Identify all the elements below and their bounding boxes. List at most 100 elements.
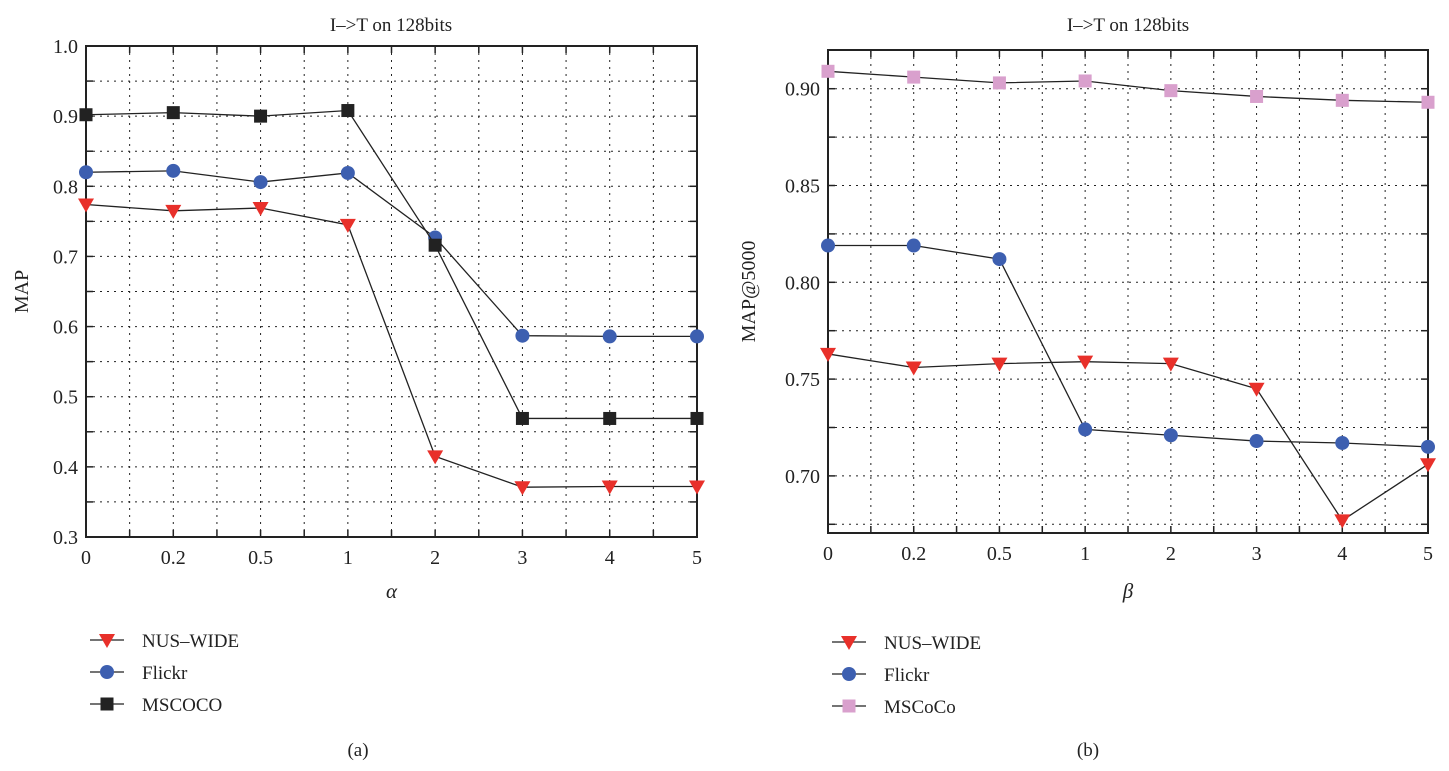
chart-panel-a: 0 0.2 0.5 1 2 3 4 5 0.3 0.4 0.5 0.6 0.7 0.8 0.9 1.0 I–>T…: [11, 15, 705, 761]
y-tick-label: 0.70: [785, 466, 820, 488]
data-point: [79, 108, 93, 122]
series-line: [827, 70, 1429, 103]
y-tick-label: 0.9: [53, 106, 78, 128]
data-point: [992, 76, 1006, 90]
data-point: [1421, 439, 1435, 454]
chart-title: I–>T on 128bits: [1067, 15, 1189, 36]
data-point: [602, 329, 617, 344]
y-tick-label: 0.5: [53, 387, 78, 409]
panel-caption: (a): [347, 740, 368, 761]
series-nus-wide: [820, 347, 1436, 529]
x-tick-label: 3: [1252, 543, 1262, 565]
data-point: [1420, 458, 1436, 473]
x-tick-label: 4: [1337, 543, 1347, 565]
data-point: [1249, 434, 1264, 449]
data-point: [427, 450, 444, 465]
x-axis-label: β: [1122, 579, 1134, 603]
legend-item: NUS–WIDE: [832, 633, 981, 654]
data-point: [820, 347, 836, 362]
plot-frame: [827, 49, 1429, 534]
data-point: [821, 238, 835, 253]
x-tick-label: 0.5: [248, 547, 273, 569]
data-point: [254, 109, 268, 123]
data-point: [341, 104, 355, 118]
y-tick-label: 1.0: [53, 36, 78, 58]
x-tick-label: 5: [692, 547, 702, 569]
x-axis-label: α: [386, 579, 398, 603]
x-tick-label: 4: [605, 547, 615, 569]
y-axis-label: MAP: [11, 270, 33, 313]
x-tick-label: 1: [1080, 543, 1090, 565]
data-point: [1250, 89, 1264, 103]
data-point: [1335, 435, 1350, 450]
y-tick-label: 0.7: [53, 246, 78, 268]
y-tick-label: 0.80: [785, 272, 820, 294]
y-tick-label: 0.8: [53, 176, 78, 198]
data-point: [252, 202, 269, 217]
x-tick-label: 0.2: [161, 547, 186, 569]
legend-label: NUS–WIDE: [884, 633, 981, 654]
y-tick-label: 0.90: [785, 79, 820, 101]
data-point: [1077, 355, 1094, 370]
y-tick-label: 0.3: [53, 527, 78, 549]
data-point: [689, 480, 705, 495]
legend-item: Flickr: [90, 663, 188, 684]
x-tick-label: 0: [823, 543, 833, 565]
series-flickr: [821, 238, 1435, 454]
data-point: [166, 163, 181, 178]
y-axis-label: MAP@5000: [738, 241, 760, 343]
data-point: [253, 175, 268, 190]
data-point: [78, 198, 94, 213]
series-mscoco: [79, 104, 704, 425]
data-point: [1164, 84, 1178, 98]
x-tick-label: 2: [1166, 543, 1176, 565]
x-tick-label: 2: [430, 547, 440, 569]
data-point: [907, 70, 921, 84]
legend-label: MSCoCo: [884, 697, 956, 718]
data-point: [514, 481, 531, 496]
y-tick-label: 0.85: [785, 176, 820, 198]
legend-label: Flickr: [884, 665, 930, 686]
data-point: [1421, 95, 1435, 109]
data-point: [1334, 514, 1351, 529]
legend-item: MSCoCo: [832, 697, 956, 718]
series-line: [85, 170, 697, 338]
x-tick-label: 0: [81, 547, 91, 569]
y-tick-label: 0.75: [785, 369, 820, 391]
data-point: [515, 328, 530, 343]
legend-item: NUS–WIDE: [90, 631, 239, 652]
y-tick-label: 0.4: [53, 457, 78, 479]
data-point: [340, 165, 355, 180]
legend-label: MSCOCO: [142, 695, 222, 716]
legend-item: Flickr: [832, 665, 930, 686]
series-line: [85, 109, 697, 420]
legend-label: NUS–WIDE: [142, 631, 239, 652]
data-point: [992, 252, 1007, 267]
data-point: [339, 218, 356, 233]
x-tick-label: 5: [1423, 543, 1433, 565]
x-tick-label: 1: [343, 547, 353, 569]
legend-marker: [842, 699, 856, 713]
legend-marker: [99, 634, 115, 648]
x-tick-label: 0.5: [987, 543, 1012, 565]
y-tick-label: 0.6: [53, 317, 78, 339]
data-point: [1163, 428, 1178, 443]
data-point: [1078, 74, 1092, 88]
data-point: [991, 357, 1008, 372]
series-line: [827, 353, 1429, 522]
legend-marker: [841, 636, 857, 650]
data-point: [79, 165, 93, 180]
data-point: [428, 238, 442, 252]
data-point: [601, 480, 618, 495]
plot-frame: [85, 45, 698, 538]
data-point: [905, 361, 922, 376]
data-point: [603, 411, 617, 425]
data-point: [515, 411, 529, 425]
series-flickr: [79, 163, 704, 344]
data-point: [1078, 422, 1093, 437]
data-point: [1248, 382, 1265, 397]
chart-title: I–>T on 128bits: [330, 15, 452, 36]
series-nus-wide: [78, 198, 705, 496]
series-line: [828, 244, 1429, 448]
